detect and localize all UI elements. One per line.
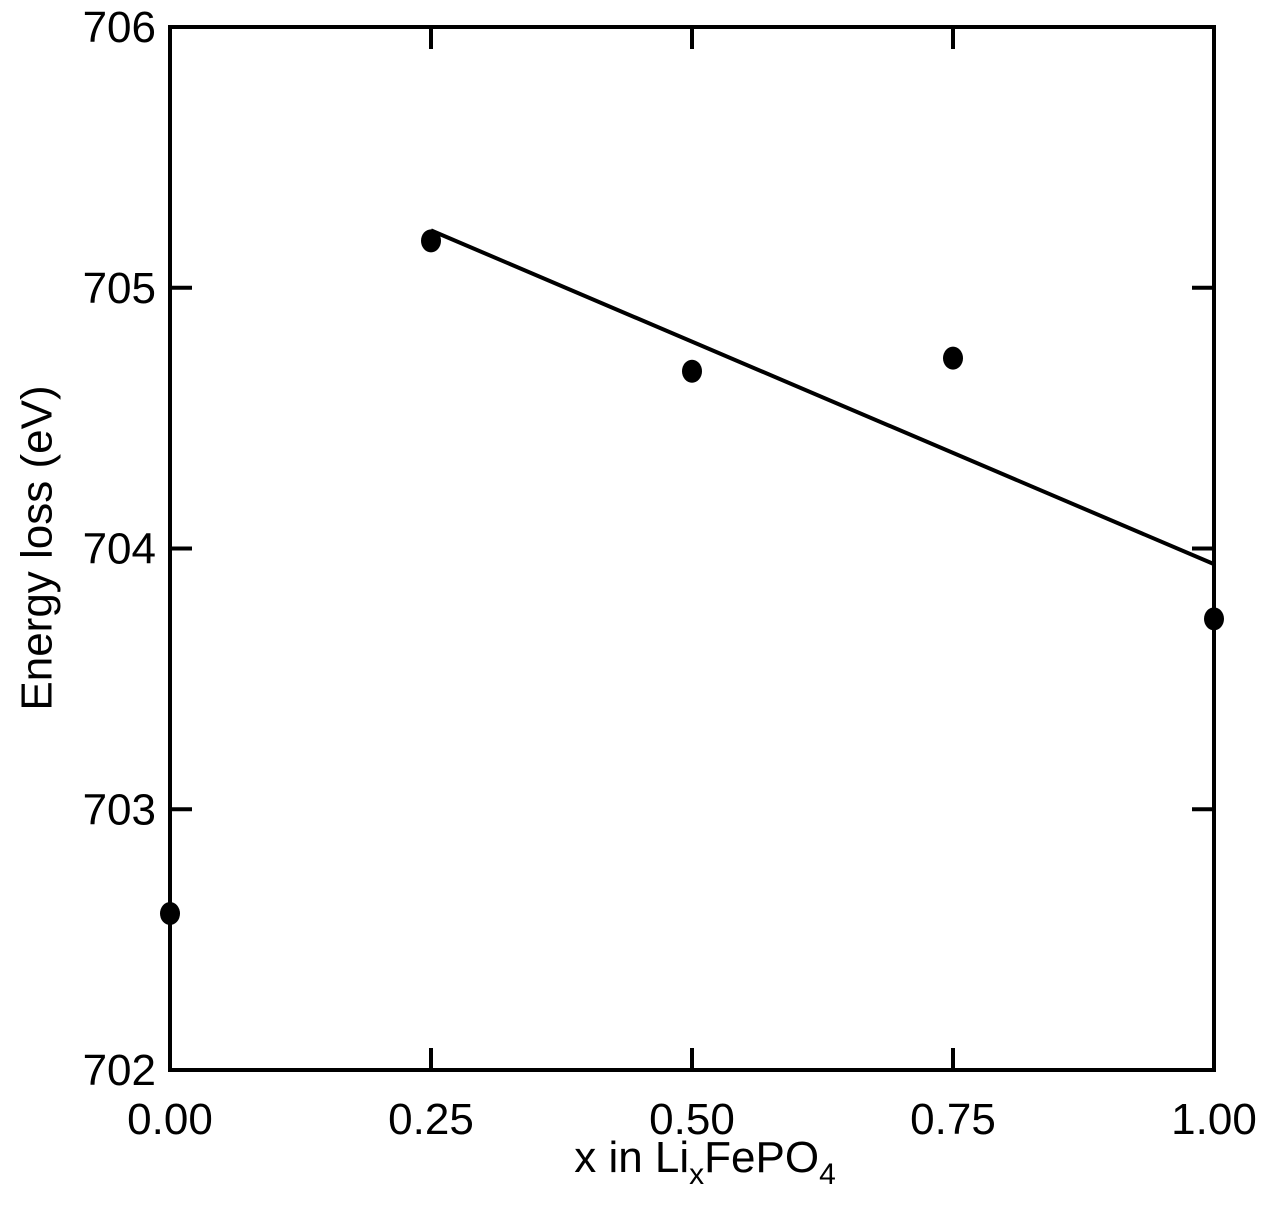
x-tick-label: 0.50 (649, 1095, 735, 1144)
y-axis-title: Energy loss (eV) (13, 385, 62, 710)
data-points (160, 229, 1224, 926)
y-tick-label: 702 (83, 1046, 156, 1095)
y-tick-label: 706 (83, 3, 156, 52)
y-axis-ticks: 702 703 704 705 706 (83, 3, 1214, 1095)
data-point (943, 346, 963, 370)
data-point (682, 359, 702, 383)
data-point (160, 902, 180, 926)
x-axis-title: x in LixFePO4 (574, 1133, 836, 1191)
plot-frame (168, 25, 1216, 1072)
y-tick-label: 705 (83, 264, 156, 313)
data-point (1204, 607, 1224, 631)
data-point (421, 229, 441, 253)
x-tick-label: 0.25 (388, 1095, 474, 1144)
x-tick-label: 0.75 (910, 1095, 996, 1144)
x-tick-label: 0.00 (127, 1095, 213, 1144)
y-tick-label: 704 (83, 525, 156, 574)
y-tick-label: 703 (83, 785, 156, 834)
x-axis-ticks: 0.00 0.25 0.50 0.75 1.00 (127, 27, 1257, 1144)
fit-line (430, 228, 1215, 566)
x-tick-label: 1.00 (1171, 1095, 1257, 1144)
regression-line (430, 228, 1215, 566)
